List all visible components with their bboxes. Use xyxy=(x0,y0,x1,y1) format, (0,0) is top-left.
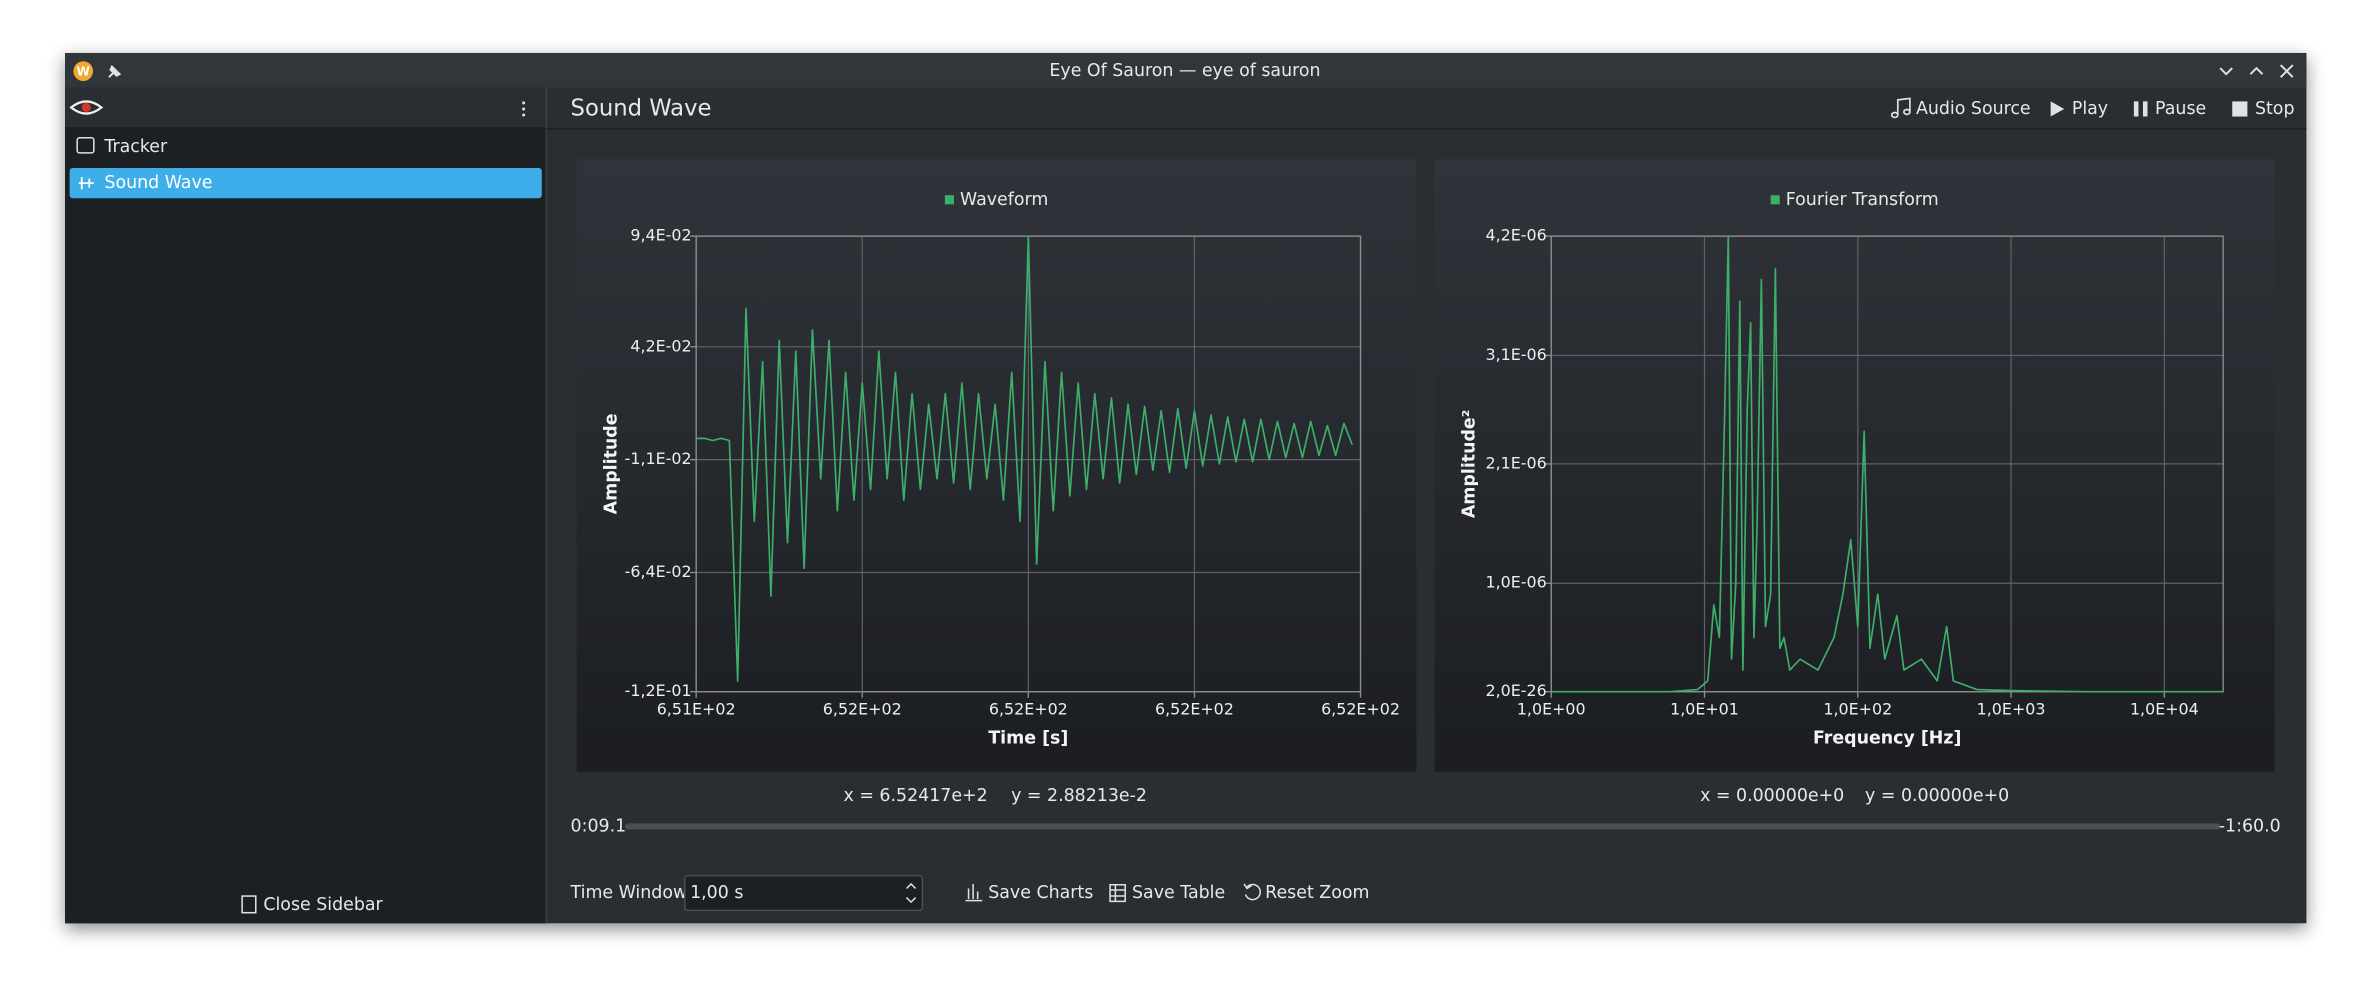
elapsed-time: 0:09.1 xyxy=(571,816,627,836)
x-axis-title: Frequency [Hz] xyxy=(1813,729,1961,749)
stop-button[interactable]: Stop xyxy=(2255,99,2295,119)
save-table-button[interactable]: Save Table xyxy=(1132,883,1225,903)
sound-wave-icon xyxy=(78,177,94,190)
y-axis-title: Amplitude² xyxy=(1460,410,1480,519)
play-icon xyxy=(2050,101,2065,117)
save-table-icon xyxy=(1109,883,1126,903)
app-icon-glyph: W xyxy=(77,64,90,78)
play-button[interactable]: Play xyxy=(2072,99,2108,119)
audio-source-button[interactable]: Audio Source xyxy=(1916,99,2031,119)
x-axis-title: Time [s] xyxy=(988,729,1068,749)
x-tick-label: 1,0E+04 xyxy=(2130,699,2199,718)
playback-slider[interactable] xyxy=(625,823,2221,830)
y-tick-label: -1,1E-02 xyxy=(625,449,692,468)
time-window-spinbox[interactable] xyxy=(684,874,924,912)
spin-arrows[interactable] xyxy=(905,882,917,904)
y-tick-label: 4,2E-02 xyxy=(630,336,691,355)
window-title: Eye Of Sauron — eye of sauron xyxy=(1049,61,1320,81)
legend-swatch xyxy=(944,195,954,205)
x-tick-label: 6,52E+02 xyxy=(989,699,1068,718)
y-tick-label: 2,0E-26 xyxy=(1485,681,1546,700)
audio-source-icon xyxy=(1890,97,1911,119)
y-tick-label: 1,0E-06 xyxy=(1485,573,1546,592)
reset-zoom-icon xyxy=(1243,883,1261,901)
sidebar-menu-button[interactable] xyxy=(522,101,526,117)
eye-pupil xyxy=(81,102,91,113)
save-charts-icon xyxy=(965,883,983,902)
cursor-x-readout: x = 0.00000e+0 xyxy=(1700,786,1844,806)
y-tick-label: 2,1E-06 xyxy=(1485,453,1546,472)
sidebar-item-label: Sound Wave xyxy=(104,173,212,193)
data-line xyxy=(696,235,1354,682)
minimize-button[interactable] xyxy=(2219,67,2233,76)
charts: -1,2E-01 -6,4E-02 -1,1E-02 4,2E-02 9,4E-02 6,… xyxy=(601,190,2224,749)
x-tick-label: 1,0E+00 xyxy=(1517,699,1586,718)
chart-panel xyxy=(1434,158,2275,772)
maximize-button[interactable] xyxy=(2249,66,2264,75)
legend-label: Waveform xyxy=(960,190,1048,210)
pin-icon[interactable] xyxy=(108,64,122,78)
y-tick-label: 4,2E-06 xyxy=(1485,226,1546,245)
y-axis-title: Amplitude xyxy=(601,413,621,514)
plot-frame xyxy=(1550,235,2224,693)
save-charts-button[interactable]: Save Charts xyxy=(988,883,1093,903)
title-bar xyxy=(65,52,2307,88)
reset-zoom-button[interactable]: Reset Zoom xyxy=(1265,883,1369,903)
sidebar-item-selected[interactable] xyxy=(69,168,542,199)
time-window-value: 1,00 s xyxy=(690,883,743,903)
stop-icon xyxy=(2232,101,2248,117)
cursor-y-readout: y = 0.00000e+0 xyxy=(1865,786,2009,806)
data-line xyxy=(1551,235,2223,693)
page-title: Sound Wave xyxy=(571,95,712,121)
app-icon xyxy=(73,61,94,81)
tracker-icon xyxy=(76,136,95,154)
cursor-x-readout: x = 6.52417e+2 xyxy=(844,786,988,806)
y-tick-label: 9,4E-02 xyxy=(630,226,691,245)
close-sidebar-button[interactable]: Close Sidebar xyxy=(263,895,383,915)
x-tick-label: 6,52E+02 xyxy=(1321,699,1400,718)
sidebar-item-label: Tracker xyxy=(103,137,168,157)
y-tick-label: -6,4E-02 xyxy=(625,562,692,581)
y-tick-label: 3,1E-06 xyxy=(1485,345,1546,364)
cursor-y-readout: y = 2.88213e-2 xyxy=(1011,786,1147,806)
time-window-label: Time Window xyxy=(570,883,688,903)
pause-icon xyxy=(2133,101,2148,117)
legend-swatch xyxy=(1770,195,1780,205)
sidebar xyxy=(65,87,547,924)
x-tick-label: 1,0E+03 xyxy=(1977,699,2046,718)
remaining-time: -1:60.0 xyxy=(2219,816,2281,836)
pause-button[interactable]: Pause xyxy=(2155,99,2206,119)
x-tick-label: 6,51E+02 xyxy=(657,699,736,718)
legend-label: Fourier Transform xyxy=(1786,190,1939,210)
close-sidebar-icon[interactable] xyxy=(241,895,257,914)
x-tick-label: 6,52E+02 xyxy=(1155,699,1234,718)
x-tick-label: 6,52E+02 xyxy=(823,699,902,718)
y-tick-label: -1,2E-01 xyxy=(625,681,692,700)
x-tick-label: 1,0E+02 xyxy=(1823,699,1892,718)
chart-panel xyxy=(576,158,1417,772)
x-tick-label: 1,0E+01 xyxy=(1670,699,1739,718)
sidebar-header xyxy=(65,87,547,128)
close-button[interactable] xyxy=(2279,64,2294,78)
eye-logo xyxy=(69,100,104,115)
